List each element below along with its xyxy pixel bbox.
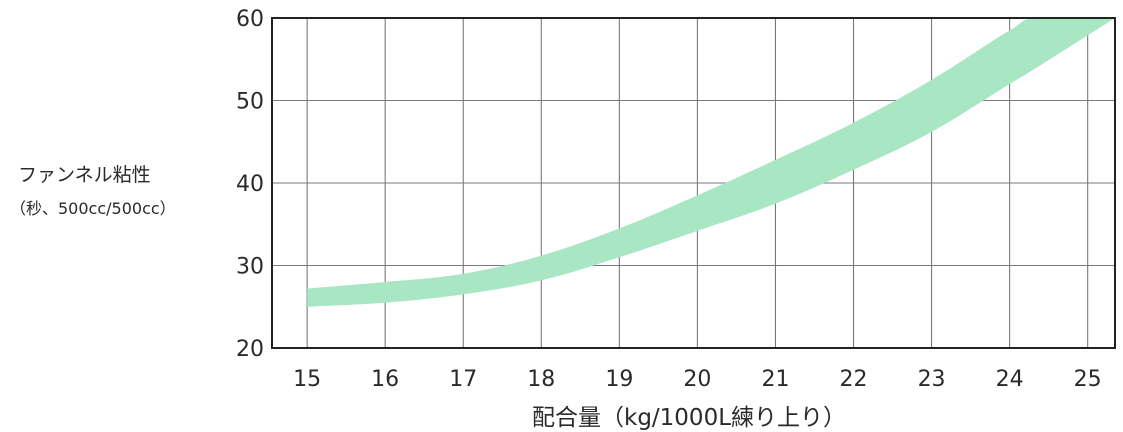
- x-tick-label: 22: [840, 367, 868, 392]
- x-tick-label: 21: [761, 367, 789, 392]
- y-tick-label: 20: [236, 337, 264, 362]
- viscosity-band-group: [307, 17, 1115, 307]
- y-tick-label: 50: [236, 90, 264, 115]
- y-tick-label: 40: [236, 172, 264, 197]
- x-tick-label: 25: [1074, 367, 1102, 392]
- x-tick-label: 16: [371, 367, 399, 392]
- y-tick-label: 30: [236, 255, 264, 280]
- y-tick-label: 60: [236, 7, 264, 32]
- x-tick-label: 23: [918, 367, 946, 392]
- x-axis-label: 配合量（kg/1000L練り上り）: [532, 405, 847, 431]
- y-axis-label: ファンネル粘性 （秒、500cc/500cc）: [10, 160, 176, 219]
- x-tick-labels: 15 16 17 18 19 20 21 22 23 24 25: [293, 367, 1102, 392]
- viscosity-band: [307, 17, 1115, 307]
- x-tick-label: 18: [527, 367, 555, 392]
- x-tick-label: 15: [293, 367, 321, 392]
- x-tick-label: 24: [996, 367, 1024, 392]
- x-tick-label: 20: [683, 367, 711, 392]
- y-axis-label-line2: （秒、500cc/500cc）: [10, 199, 176, 218]
- y-axis-label-line1: ファンネル粘性: [18, 164, 151, 186]
- axes: [271, 17, 1116, 349]
- y-tick-labels: 20 30 40 50 60: [236, 7, 264, 362]
- plot-frame: [271, 17, 1116, 349]
- x-tick-label: 19: [605, 367, 633, 392]
- x-tick-label: 17: [449, 367, 477, 392]
